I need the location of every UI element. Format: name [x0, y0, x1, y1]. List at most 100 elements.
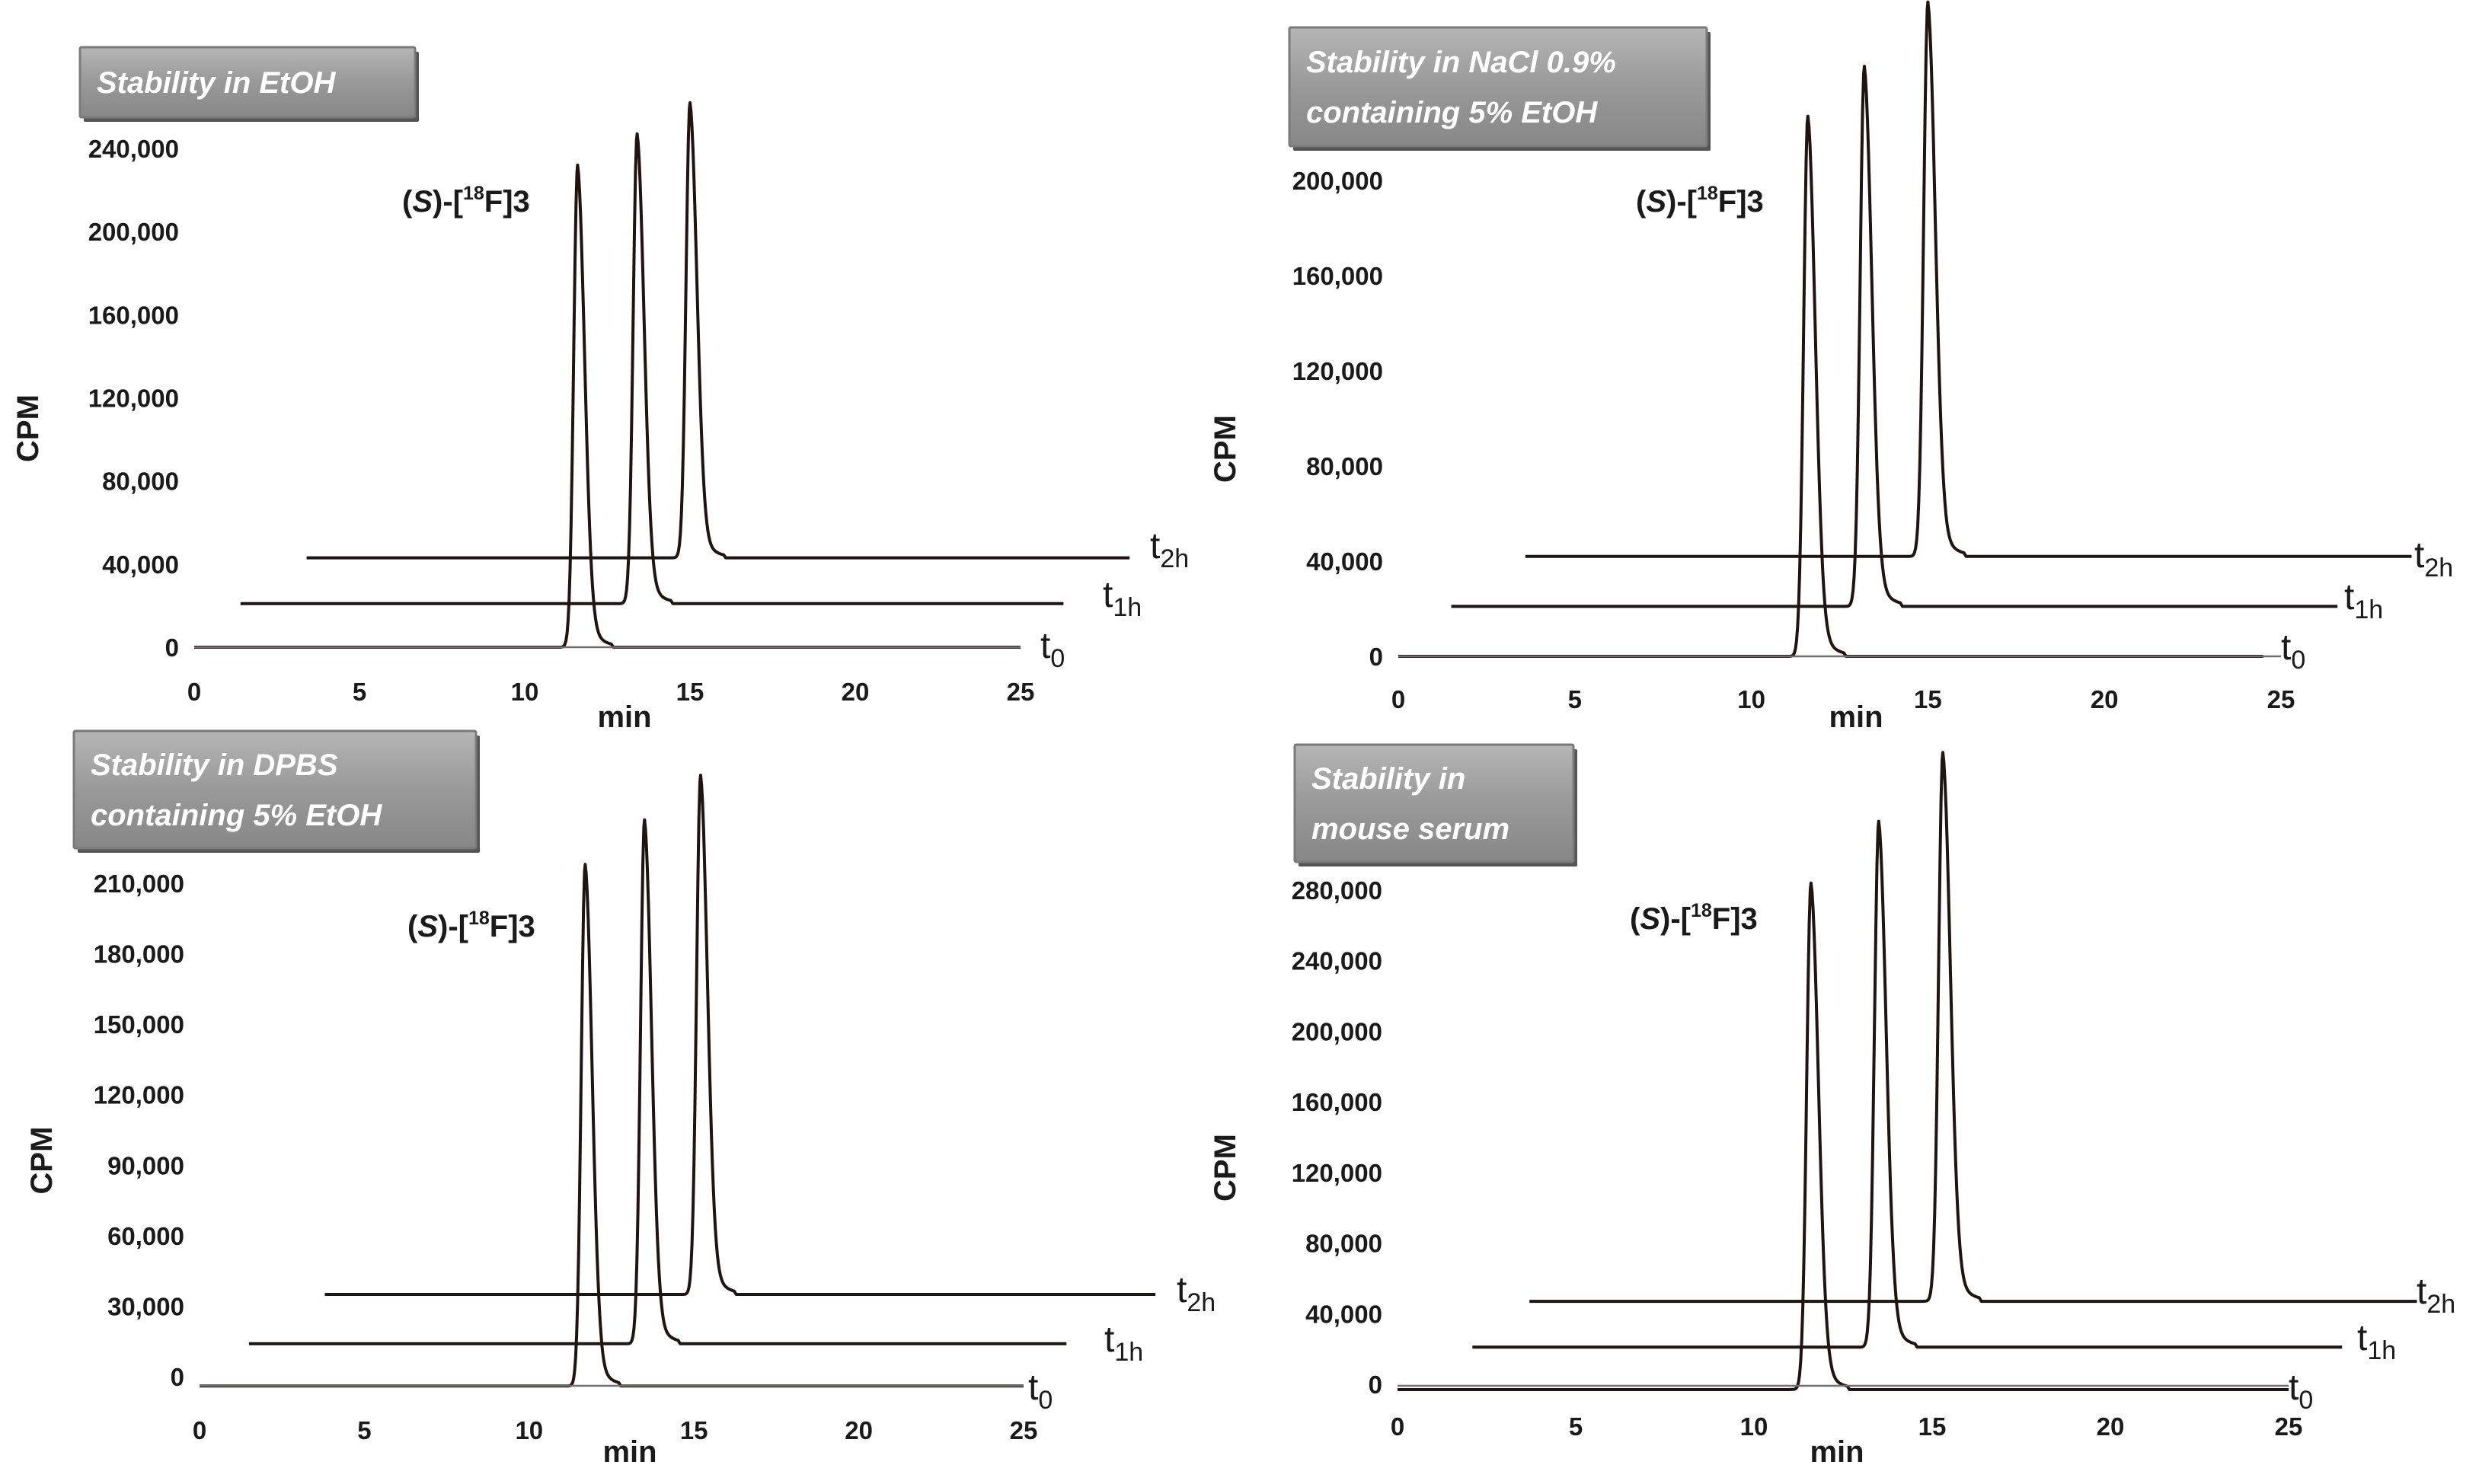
- x-tick-label: 25: [2267, 685, 2295, 713]
- title-box-background: [72, 729, 478, 850]
- y-tick-label: 0: [165, 633, 179, 662]
- series-label-t0: t0: [2289, 1368, 2313, 1415]
- trace-t2h: [1529, 751, 2417, 1304]
- series-label-t2h: t2h: [2414, 535, 2453, 582]
- y-tick-label: 200,000: [1292, 167, 1383, 195]
- y-tick-label: 80,000: [1306, 452, 1383, 480]
- y-tick-label: 40,000: [102, 551, 179, 579]
- x-tick-label: 20: [845, 1416, 873, 1444]
- y-tick-label: 0: [171, 1363, 184, 1391]
- compound-label: (S)-[18F]3: [1636, 183, 1764, 219]
- y-tick-label: 160,000: [1292, 262, 1383, 290]
- y-axis-label: CPM: [1209, 1134, 1242, 1202]
- x-tick-label: 5: [1569, 1412, 1583, 1441]
- y-tick-label: 200,000: [88, 218, 179, 246]
- trace-t2h: [1525, 0, 2412, 558]
- x-tick-label: 20: [2097, 1412, 2125, 1441]
- trace-t2h: [306, 101, 1130, 560]
- compound-label: (S)-[18F]3: [1630, 900, 1758, 936]
- series-label-t0: t0: [2281, 627, 2305, 675]
- x-tick-label: 25: [1007, 678, 1035, 706]
- panel-title-line: Stability in: [1311, 762, 1465, 796]
- y-tick-label: 120,000: [1292, 1159, 1382, 1187]
- y-axis-label: CPM: [25, 1127, 59, 1195]
- x-tick-label: 20: [842, 678, 870, 706]
- x-tick-label: 10: [1740, 1412, 1768, 1441]
- y-tick-label: 150,000: [94, 1010, 184, 1039]
- trace-t2h: [324, 774, 1156, 1296]
- y-tick-label: 90,000: [107, 1151, 184, 1179]
- series-label-t2h: t2h: [1150, 526, 1189, 573]
- y-tick-label: 200,000: [1292, 1017, 1382, 1045]
- series-label-t1h: t1h: [1103, 575, 1142, 622]
- y-axis-label: CPM: [1209, 415, 1242, 483]
- x-tick-label: 15: [1914, 685, 1942, 713]
- trace-t1h: [248, 818, 1067, 1345]
- y-tick-label: 240,000: [1292, 947, 1382, 975]
- panel-title-box: Stability in EtOH: [78, 46, 419, 122]
- x-tick-label: 15: [676, 678, 704, 706]
- trace-t1h: [240, 132, 1064, 605]
- panel-saline-stability: 0 40,000 80,000 120,000 160,000 200,000 0 5 10 15…: [1209, 0, 2453, 734]
- x-tick-label: 0: [187, 678, 201, 706]
- x-tick-label: 0: [1391, 1412, 1404, 1441]
- series-label-t2h: t2h: [1177, 1270, 1216, 1317]
- x-axis-label: min: [597, 701, 651, 734]
- x-tick-label: 15: [680, 1416, 708, 1444]
- y-tick-label: 160,000: [88, 301, 179, 329]
- trace-t1h: [1451, 65, 2338, 608]
- panel-title-box: Stability in mouse serum: [1293, 743, 1577, 866]
- panel-title-line: Stability in NaCl 0.9%: [1306, 46, 1616, 79]
- panel-ethanol-stability: 0 40,000 80,000 120,000 160,000 200,000 240,00…: [11, 46, 1189, 734]
- y-tick-label: 40,000: [1306, 547, 1383, 576]
- x-tick-label: 10: [511, 678, 539, 706]
- x-tick-label: 5: [353, 678, 366, 706]
- title-box-background: [1288, 26, 1708, 148]
- y-tick-label: 120,000: [94, 1081, 184, 1109]
- y-tick-label: 0: [1369, 1371, 1382, 1399]
- x-axis-label: min: [1829, 701, 1883, 734]
- x-tick-label: 10: [515, 1416, 543, 1444]
- y-axis-label: CPM: [11, 394, 45, 462]
- y-tick-label: 120,000: [1292, 357, 1383, 385]
- trace-t0: [1398, 114, 2263, 658]
- y-tick-label: 40,000: [1305, 1300, 1382, 1328]
- y-tick-label: 80,000: [102, 468, 179, 496]
- y-tick-label: 280,000: [1292, 876, 1382, 905]
- x-tick-label: 0: [193, 1416, 206, 1444]
- x-tick-label: 10: [1737, 685, 1765, 713]
- title-box-background: [78, 46, 417, 119]
- x-axis-label: min: [1810, 1435, 1864, 1469]
- series-label-t0: t0: [1028, 1368, 1053, 1415]
- compound-label: (S)-[18F]3: [402, 183, 530, 219]
- x-tick-label: 5: [1568, 685, 1582, 713]
- series-label-t2h: t2h: [2417, 1272, 2455, 1319]
- y-tick-label: 240,000: [88, 135, 179, 163]
- x-tick-label: 25: [2275, 1412, 2303, 1441]
- y-tick-label: 80,000: [1305, 1230, 1382, 1258]
- trace-t0: [194, 163, 1021, 649]
- x-tick-label: 15: [1918, 1412, 1947, 1441]
- x-tick-label: 25: [1010, 1416, 1038, 1444]
- trace-t0: [1398, 881, 2289, 1391]
- panel-mouse-serum-stability: 0 40,000 80,000 120,000 160,000 200,000 240,00…: [1209, 743, 2455, 1469]
- panel-title-line: containing 5% EtOH: [1306, 96, 1598, 129]
- title-box-background: [1293, 743, 1575, 863]
- panel-title-box: Stability in DPBS containing 5% EtOH: [72, 729, 480, 853]
- y-tick-label: 160,000: [1292, 1088, 1382, 1116]
- y-tick-label: 120,000: [88, 385, 179, 413]
- series-label-t1h: t1h: [2344, 577, 2383, 624]
- panel-title-box: Stability in NaCl 0.9% containing 5% EtOH: [1288, 26, 1711, 151]
- y-tick-label: 60,000: [107, 1222, 184, 1250]
- compound-label: (S)-[18F]3: [407, 908, 535, 943]
- y-tick-label: 0: [1369, 643, 1383, 671]
- trace-t1h: [1472, 819, 2343, 1349]
- x-axis-label: min: [602, 1435, 656, 1469]
- panel-title-line: Stability in DPBS: [91, 748, 338, 782]
- trace-t0: [200, 863, 1024, 1388]
- panel-dpbs-stability: 0 30,000 60,000 90,000 120,000 150,000 180,000…: [25, 729, 1216, 1469]
- x-tick-label: 20: [2091, 685, 2119, 713]
- series-label-t0: t0: [1040, 626, 1065, 673]
- series-label-t1h: t1h: [2357, 1318, 2396, 1365]
